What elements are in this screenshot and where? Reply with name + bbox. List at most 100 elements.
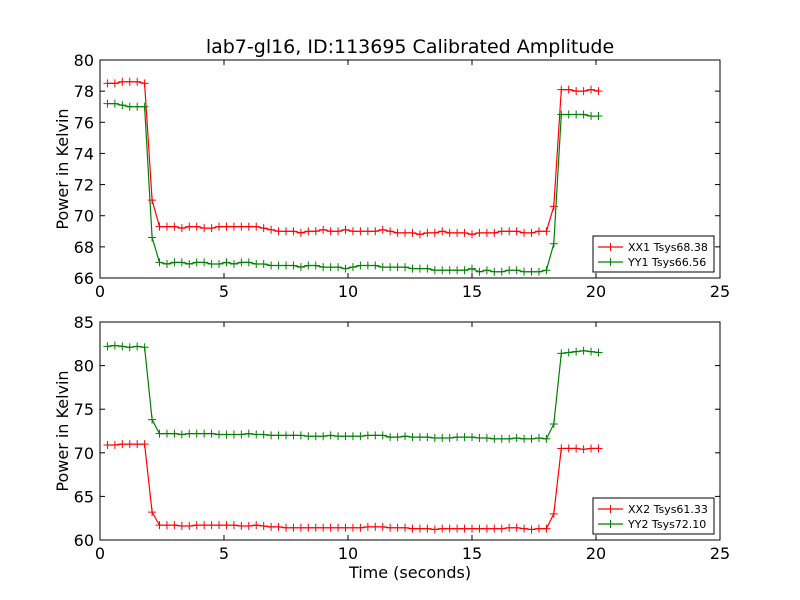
y-tick-label: 68: [74, 238, 94, 257]
data-point: [118, 101, 127, 110]
data-point: [170, 222, 179, 231]
data-point: [408, 524, 417, 533]
data-point: [423, 433, 432, 442]
data-point: [222, 521, 231, 530]
data-point: [110, 440, 119, 449]
data-point: [378, 263, 387, 272]
x-axis-label: Time (seconds): [348, 563, 471, 582]
data-point: [140, 440, 149, 449]
x-tick-label: 25: [710, 544, 730, 563]
y-axis-label: Power in Kelvin: [53, 108, 72, 229]
data-point: [564, 110, 573, 119]
data-point: [430, 228, 439, 237]
data-point: [267, 225, 276, 234]
data-point: [542, 524, 551, 533]
data-point: [490, 267, 499, 276]
data-point: [259, 430, 268, 439]
data-point: [185, 259, 194, 268]
data-point: [534, 227, 543, 236]
data-point: [170, 258, 179, 267]
data-point: [192, 429, 201, 438]
data-point: [475, 228, 484, 237]
data-point: [155, 222, 164, 231]
data-point: [356, 227, 365, 236]
data-point: [192, 222, 201, 231]
data-point: [140, 79, 149, 88]
x-tick-label: 10: [338, 282, 358, 301]
data-point: [125, 77, 134, 86]
x-tick-label: 10: [338, 544, 358, 563]
legend-entry: YY2 Tsys72.10: [627, 518, 706, 531]
data-point: [475, 267, 484, 276]
data-point: [207, 259, 216, 268]
data-point: [534, 524, 543, 533]
data-point: [185, 222, 194, 231]
y-tick-label: 66: [74, 269, 94, 288]
data-point: [282, 261, 290, 270]
data-point: [549, 239, 558, 248]
data-point: [170, 521, 179, 530]
legend-swatch-marker: [606, 520, 615, 528]
data-point: [520, 267, 529, 276]
data-point: [549, 420, 558, 429]
data-point: [534, 267, 543, 276]
top-panel: 0 5 10 15 20 25 66 68 70 72 74 76 78 80 Power in Kelvi…: [53, 51, 730, 301]
data-point: [594, 348, 603, 357]
data-point: [512, 227, 521, 236]
data-point: [430, 525, 439, 534]
data-point: [557, 349, 566, 358]
data-point: [237, 522, 246, 531]
data-point: [296, 263, 305, 272]
data-point: [125, 343, 134, 352]
data-point: [460, 524, 469, 533]
data-point: [215, 222, 224, 231]
y-tick-label: 85: [74, 313, 94, 332]
x-tick-label: 0: [95, 544, 105, 563]
data-point: [475, 524, 484, 533]
data-point: [215, 521, 224, 530]
data-point: [259, 522, 268, 531]
y-tick-label: 80: [74, 357, 94, 376]
data-point: [393, 228, 402, 237]
y-tick-label: 74: [74, 144, 94, 163]
data-point: [162, 222, 171, 231]
data-point: [267, 261, 276, 270]
data-point: [356, 523, 365, 532]
data-point: [244, 429, 253, 438]
y-tick-label: 78: [74, 82, 94, 101]
data-point: [237, 430, 246, 439]
data-point: [155, 521, 164, 530]
data-point: [215, 259, 224, 268]
data-point: [401, 263, 410, 272]
data-point: [594, 112, 603, 121]
data-point: [497, 267, 506, 276]
y-tick-label: 70: [74, 444, 94, 463]
data-point: [557, 85, 566, 94]
data-point: [267, 522, 276, 531]
data-point: [282, 227, 290, 236]
data-point: [177, 430, 186, 439]
data-point: [207, 521, 216, 530]
data-point: [520, 524, 529, 533]
data-point: [490, 524, 499, 533]
data-point: [192, 521, 201, 530]
data-point: [334, 432, 343, 441]
data-point: [512, 266, 521, 275]
data-point: [579, 346, 588, 355]
data-point: [103, 440, 112, 449]
data-point: [237, 222, 246, 231]
data-point: [200, 429, 209, 438]
data-point: [445, 266, 454, 275]
data-point: [334, 523, 343, 532]
data-point: [311, 261, 320, 270]
data-point: [490, 434, 499, 443]
data-point: [557, 444, 566, 453]
data-point: [274, 431, 283, 440]
data-point: [274, 261, 283, 270]
legend-entry: YY1 Tsys66.56: [627, 256, 706, 269]
data-point: [133, 342, 142, 351]
data-point: [177, 224, 186, 233]
data-point: [311, 523, 320, 532]
data-point: [103, 79, 112, 88]
data-point: [520, 228, 529, 237]
